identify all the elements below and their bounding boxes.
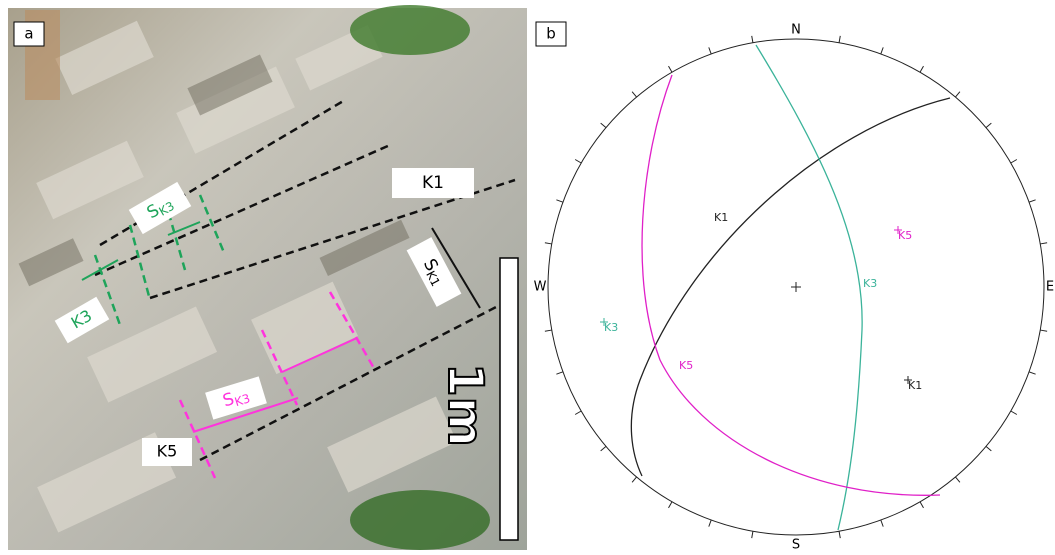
tick xyxy=(955,476,961,483)
tick xyxy=(631,91,637,98)
tick xyxy=(574,159,582,164)
label-sub: K3 xyxy=(156,198,176,218)
tick xyxy=(1040,242,1048,245)
tick xyxy=(708,47,712,55)
pole-label: K3 xyxy=(604,321,618,334)
tick xyxy=(751,35,754,43)
tick xyxy=(1010,410,1018,415)
panel-label-box xyxy=(13,21,45,47)
tick xyxy=(985,446,992,452)
tick xyxy=(1010,159,1018,164)
label: SK3 xyxy=(220,385,251,412)
direction: N xyxy=(791,23,801,38)
tick xyxy=(1028,199,1036,203)
direction: W xyxy=(534,280,547,295)
tick xyxy=(955,91,961,98)
panel-label: a xyxy=(24,25,33,43)
tick xyxy=(919,501,924,509)
direction: E xyxy=(1046,280,1054,295)
label-sub: K3 xyxy=(233,391,252,409)
tick xyxy=(668,501,673,509)
primitive-circle xyxy=(547,38,1045,536)
great-circle xyxy=(630,97,951,477)
tick xyxy=(668,65,673,73)
great-circle xyxy=(755,44,863,531)
stereonet: N S W E K1 K3 K5 K5 K3 K1 xyxy=(534,23,1055,553)
tick xyxy=(600,122,607,128)
panel-label-box xyxy=(535,21,567,47)
tick xyxy=(919,65,924,73)
scale-bar xyxy=(499,257,519,541)
tick xyxy=(1028,371,1036,375)
label-group: SK3 xyxy=(205,376,267,420)
panel-label: b xyxy=(546,25,556,43)
tick xyxy=(838,35,841,43)
label-box xyxy=(392,168,474,198)
tick xyxy=(556,371,564,375)
arrows xyxy=(81,221,481,433)
tick xyxy=(985,122,992,128)
scale-label: 1m xyxy=(437,363,493,446)
tick xyxy=(631,476,637,483)
label: K5 xyxy=(157,442,178,461)
label: K1 xyxy=(422,173,444,193)
tick xyxy=(880,519,884,527)
dashed-lines xyxy=(93,98,516,479)
pole xyxy=(904,376,912,384)
tick xyxy=(838,531,841,539)
tick xyxy=(544,329,552,332)
label-group: SK3 xyxy=(128,181,192,235)
tick xyxy=(751,531,754,539)
tick xyxy=(556,199,564,203)
label-box xyxy=(142,438,192,466)
plane-label: K5 xyxy=(679,359,693,372)
label-sub: K1 xyxy=(424,268,444,288)
great-circle xyxy=(641,74,941,496)
label-group: SK1 xyxy=(406,237,462,307)
tick xyxy=(574,410,582,415)
label-group: K3 xyxy=(54,296,110,344)
tick xyxy=(1040,329,1048,332)
pole xyxy=(894,226,902,234)
tick xyxy=(600,446,607,452)
pole xyxy=(600,318,608,326)
pole-label: K5 xyxy=(898,229,912,242)
tick xyxy=(880,47,884,55)
plane-label: K3 xyxy=(863,277,877,290)
center-cross xyxy=(791,282,801,292)
plane-label: K1 xyxy=(714,211,728,224)
direction: S xyxy=(792,538,800,553)
tick xyxy=(544,242,552,245)
pole-label: K1 xyxy=(908,379,922,392)
tick xyxy=(708,519,712,527)
